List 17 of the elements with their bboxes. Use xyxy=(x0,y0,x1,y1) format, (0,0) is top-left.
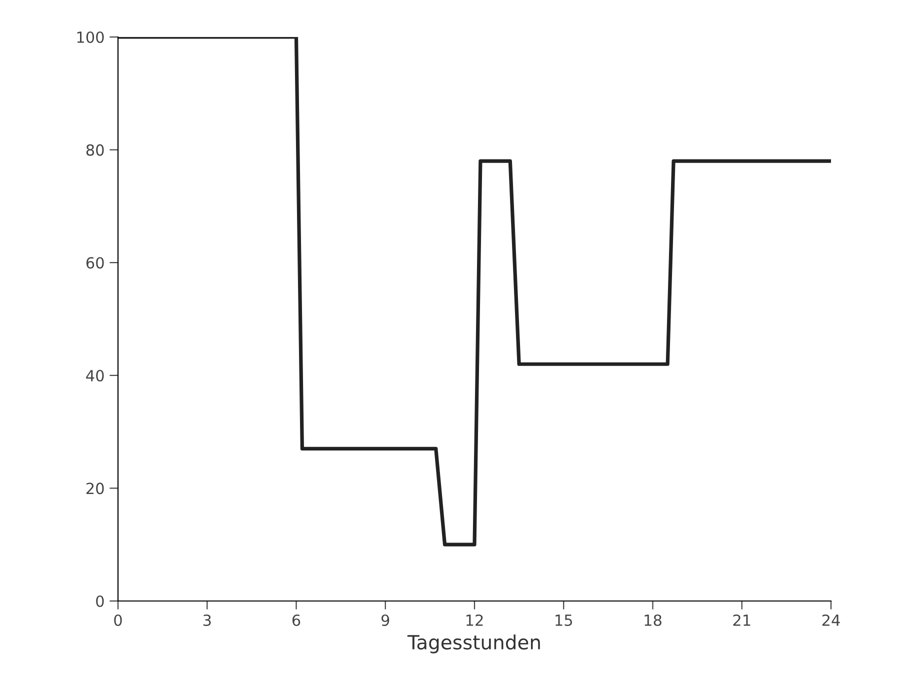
x-tick-label: 3 xyxy=(203,614,211,626)
y-tick-label: 0 xyxy=(96,595,104,608)
line-series xyxy=(118,37,831,546)
y-tick-label: 20 xyxy=(86,482,104,494)
x-axis-title: Tagesstunden xyxy=(407,634,540,654)
x-tick-label: 0 xyxy=(114,614,122,626)
x-tick-label: 18 xyxy=(644,614,662,626)
x-tick-label: 9 xyxy=(381,614,390,626)
y-tick-label: 40 xyxy=(86,370,104,382)
x-tick-label: 15 xyxy=(556,614,572,626)
y-tick-label: 100 xyxy=(77,31,104,44)
x-tick-label: 21 xyxy=(733,614,750,626)
x-tick-label: 24 xyxy=(822,614,840,626)
x-tick-label: 6 xyxy=(292,614,300,626)
y-tick-label: 60 xyxy=(86,257,104,269)
x-tick-label: 12 xyxy=(466,614,483,626)
y-tick-label: 80 xyxy=(86,144,104,156)
